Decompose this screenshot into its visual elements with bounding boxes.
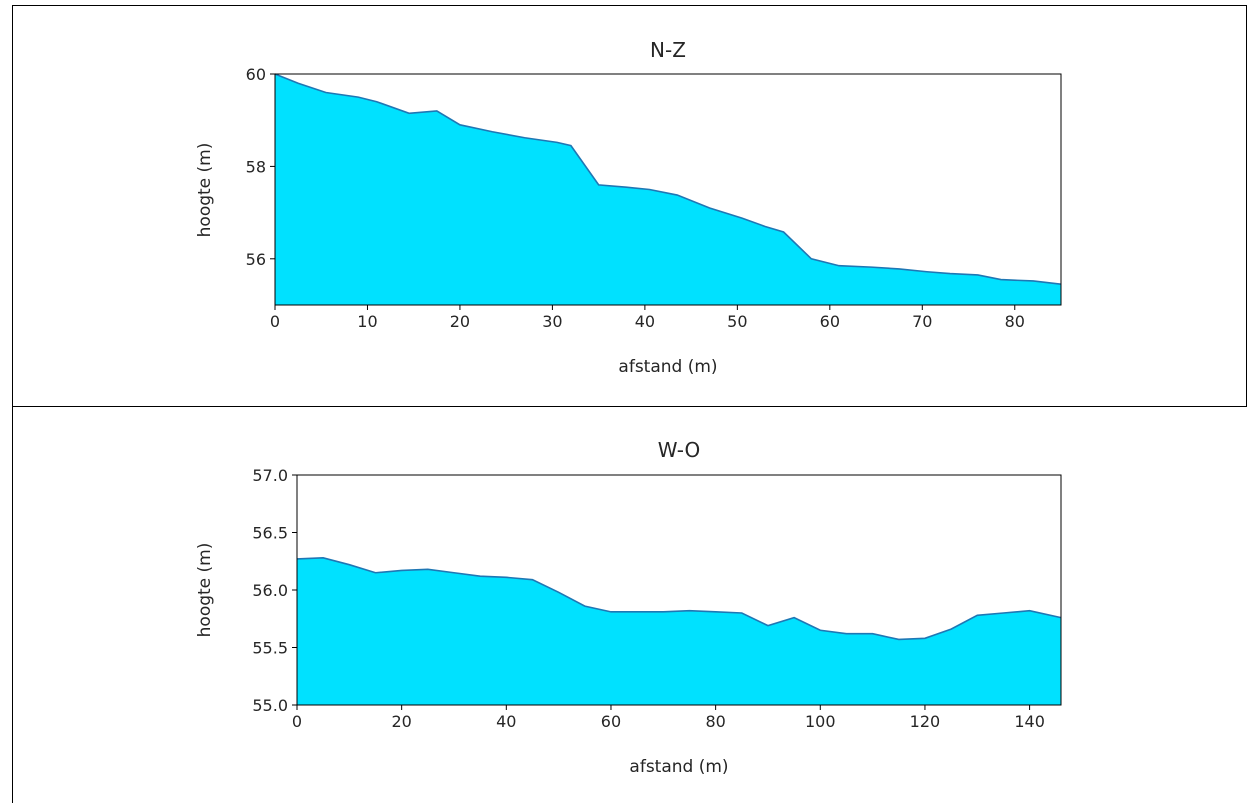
border-middle	[12, 406, 1247, 407]
y-tick-label: 60	[246, 65, 266, 84]
x-tick-label: 100	[805, 712, 836, 731]
x-tick-label: 60	[820, 312, 840, 331]
y-axis-label: hoogte (m)	[195, 543, 215, 638]
x-tick-label: 40	[496, 712, 516, 731]
x-tick-label: 80	[705, 712, 725, 731]
area-fill	[297, 557, 1061, 705]
x-tick-label: 0	[292, 712, 302, 731]
x-tick-label: 70	[912, 312, 932, 331]
y-tick-label: 58	[246, 157, 266, 176]
y-tick-label: 55.0	[252, 696, 288, 715]
x-axis-label: afstand (m)	[629, 757, 728, 777]
y-axis-label: hoogte (m)	[195, 143, 215, 238]
x-tick-label: 20	[450, 312, 470, 331]
x-tick-label: 80	[1005, 312, 1025, 331]
y-tick-label: 56.5	[252, 524, 288, 543]
y-tick-label: 56	[246, 250, 266, 269]
area-fill	[275, 74, 1061, 305]
x-tick-label: 30	[542, 312, 562, 331]
border-top	[12, 5, 1247, 6]
chart-title: W-O	[658, 438, 700, 462]
y-tick-label: 57.0	[252, 466, 288, 485]
x-axis-label: afstand (m)	[618, 357, 717, 377]
x-tick-label: 60	[601, 712, 621, 731]
x-tick-label: 0	[270, 312, 280, 331]
profile-line	[274, 73, 1062, 286]
y-tick-label: 55.5	[252, 639, 288, 658]
x-tick-label: 120	[910, 712, 941, 731]
x-tick-label: 40	[635, 312, 655, 331]
profile-line	[296, 556, 1062, 641]
x-tick-label: 10	[357, 312, 377, 331]
axes-frame	[274, 73, 1062, 306]
chart-title: N-Z	[650, 38, 686, 62]
x-tick-label: 140	[1014, 712, 1045, 731]
y-tick-label: 56.0	[252, 581, 288, 600]
x-tick-label: 50	[727, 312, 747, 331]
x-tick-label: 20	[391, 712, 411, 731]
border-left	[12, 5, 13, 803]
